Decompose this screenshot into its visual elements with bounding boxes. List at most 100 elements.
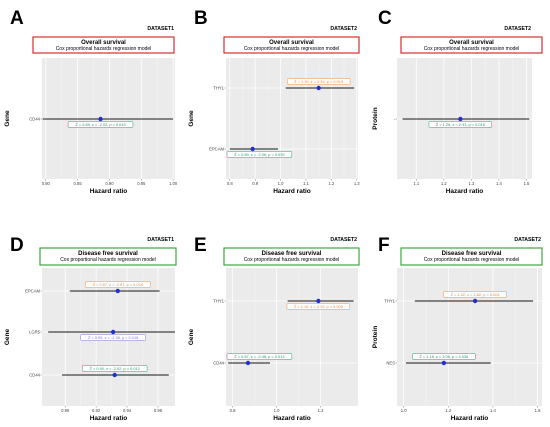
x-tick-label: 1.3 xyxy=(468,181,474,186)
x-tick-label: 0.92 xyxy=(92,408,101,413)
panel-letter: C xyxy=(378,8,392,29)
annotation-text: Ẑ = 1.15, z = 2.34, p = 0.019 xyxy=(294,79,343,84)
x-tick-label: 0.90 xyxy=(105,181,114,186)
annotation-text: Ẑ = 0.90, z = -2.52, p = 0.012 xyxy=(90,366,140,371)
plot-area xyxy=(397,268,542,406)
hazard-ratio-point xyxy=(316,298,321,304)
x-axis-title: Hazard ratio xyxy=(451,415,489,422)
annotation-box xyxy=(443,291,507,298)
x-tick-label: 0.85 xyxy=(74,181,83,186)
x-axis-title: Hazard ratio xyxy=(273,188,311,195)
annotation-label: Ẑ = 0.90, z = -2.52, p = 0.012 xyxy=(82,365,148,372)
x-tick-label: 0.90 xyxy=(61,408,70,413)
chart-subtitle: Cox proportional hazards regression mode… xyxy=(60,257,156,263)
x-tick-label: 0.96 xyxy=(154,408,163,413)
hazard-ratio-point xyxy=(245,360,251,366)
x-tick-label: 1.6 xyxy=(535,408,541,413)
chart-subtitle: Cox proportional hazards regression mode… xyxy=(244,46,340,52)
title-frame xyxy=(400,36,543,54)
panel-letter: E xyxy=(194,235,207,256)
x-tick-label: 0.8 xyxy=(230,408,236,413)
annotation-box xyxy=(82,365,148,372)
x-tick-label: 1.4 xyxy=(490,408,496,413)
chart-subtitle: Cox proportional hazards regression mode… xyxy=(244,257,340,263)
annotation-box xyxy=(80,334,146,341)
hazard-ratio-point xyxy=(458,116,463,122)
category-label: CD44 xyxy=(213,360,224,365)
chart-title: Overall survival xyxy=(269,40,314,46)
y-axis-title: Gene xyxy=(188,110,195,127)
annotation-box xyxy=(67,121,134,128)
hazard-ratio-point xyxy=(250,146,255,152)
hazard-ratio-point xyxy=(110,329,116,335)
category-label: CD44 xyxy=(29,372,40,377)
panel-letter: D xyxy=(10,235,24,256)
category-label: - xyxy=(394,116,396,121)
y-axis-title: Gene xyxy=(188,328,195,345)
annotation-label: Ẑ = 0.95, z = -2.38, p = 0.018 xyxy=(80,334,146,341)
dataset-label: DATASET1 xyxy=(147,237,174,243)
plot-area xyxy=(226,268,358,406)
x-tick-label: 1.1 xyxy=(413,181,419,186)
dataset-label: DATASET2 xyxy=(504,26,531,32)
annotation-label: Ẑ = 0.89, z = -2.02, p = 0.043 xyxy=(67,121,134,128)
category-label: NES xyxy=(386,360,395,365)
annotation-box xyxy=(286,78,351,85)
panel-letter: A xyxy=(10,8,24,29)
annotation-label: Ẑ = 0.87, z = -2.87, p = 0.004 xyxy=(85,281,151,288)
y-axis-title: Gene xyxy=(4,110,11,127)
x-tick-label: 1.0 xyxy=(401,408,407,413)
annotation-label: Ẑ = 1.15, z = 2.34, p = 0.019 xyxy=(286,78,351,85)
annotation-text: Ẑ = 1.32, z = 2.82, p = 0.004 xyxy=(451,292,501,297)
hazard-ratio-point xyxy=(112,372,117,378)
category-label: THY1 xyxy=(213,298,224,303)
x-axis-title: Hazard ratio xyxy=(446,188,484,195)
x-tick-label: 1.0 xyxy=(278,181,284,186)
plot-area xyxy=(397,58,532,179)
category-label: THY1 xyxy=(384,298,395,303)
annotation-label: Ẑ = 0.87, z = -2.48, p = 0.013 xyxy=(226,353,293,360)
x-tick-label: 0.95 xyxy=(137,181,146,186)
panel-letter: F xyxy=(378,235,390,256)
x-tick-label: 1.00 xyxy=(169,181,178,186)
chart-subtitle: Cox proportional hazards regression mode… xyxy=(424,46,520,52)
plot-area xyxy=(226,58,358,179)
annotation-text: Ẑ = 0.89, z = -2.06, p = 0.039 xyxy=(234,152,284,157)
chart-subtitle: Cox proportional hazards regression mode… xyxy=(424,257,520,263)
x-tick-label: 1.2 xyxy=(441,181,447,186)
hazard-ratio-point xyxy=(441,360,447,366)
chart-title: Overall survival xyxy=(449,40,494,46)
chart-title: Disease free survival xyxy=(78,251,138,257)
annotation-text: Ẑ = 1.26, z = 2.43, p = 0.015 xyxy=(436,122,485,127)
chart-title: Overall survival xyxy=(81,40,126,46)
dataset-label: DATASET2 xyxy=(514,237,541,243)
x-axis-title: Hazard ratio xyxy=(90,188,128,195)
annotation-label: Ẑ = 1.18, z = 3.06, p = 0.036 xyxy=(412,353,476,360)
category-label: THY1 xyxy=(213,85,224,90)
x-tick-label: 1.3 xyxy=(354,181,360,186)
annotation-text: Ẑ = 0.95, z = -2.38, p = 0.018 xyxy=(88,335,138,340)
dataset-label: DATASET2 xyxy=(330,237,357,243)
annotation-box xyxy=(428,121,493,128)
x-tick-label: 1.2 xyxy=(445,408,451,413)
x-tick-label: 1.1 xyxy=(303,181,309,186)
annotation-box xyxy=(85,281,151,288)
plot-area xyxy=(42,58,175,179)
category-label: CD44 xyxy=(29,116,40,121)
annotation-text: Ẑ = 1.19, z = 2.10, p = 0.005 xyxy=(294,304,343,309)
x-tick-label: 0.94 xyxy=(123,408,132,413)
x-tick-label: 1.0 xyxy=(274,408,280,413)
title-frame xyxy=(400,247,543,266)
dataset-label: DATASET1 xyxy=(147,26,174,32)
category-label: EPCAM xyxy=(209,146,224,151)
annotation-label: Ẑ = 1.19, z = 2.10, p = 0.005 xyxy=(286,303,351,310)
hazard-ratio-point xyxy=(98,116,103,122)
y-axis-title: Protein xyxy=(372,107,379,129)
annotation-box xyxy=(226,353,293,360)
hazard-ratio-point xyxy=(115,288,120,294)
